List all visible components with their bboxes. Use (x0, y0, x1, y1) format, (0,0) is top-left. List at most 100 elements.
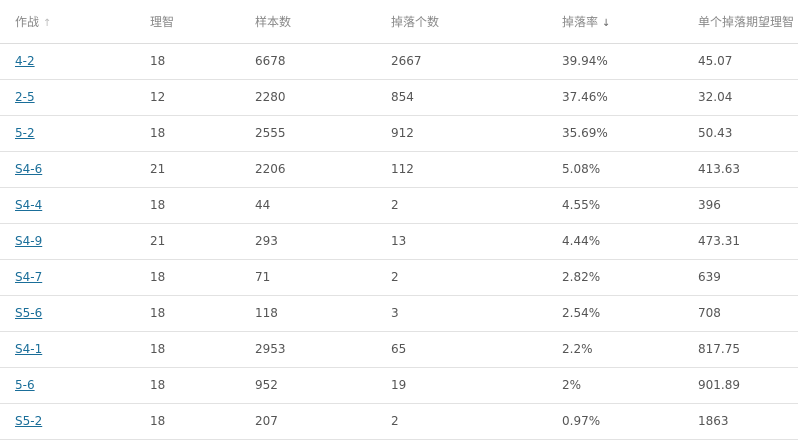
cell-drop-rate: 2.54% (547, 295, 683, 332)
stage-link[interactable]: 2-5 (15, 90, 35, 104)
cell-drop-count: 2667 (376, 43, 547, 80)
cell-sample-count: 2555 (240, 115, 376, 152)
table-row: 5-6 18 952 19 2% 901.89 (0, 367, 798, 404)
table-row: 4-2 18 6678 2667 39.94% 45.07 (0, 43, 798, 80)
cell-drop-count: 19 (376, 367, 547, 404)
cell-sanity: 18 (135, 367, 240, 404)
cell-drop-rate: 0.97% (547, 403, 683, 440)
column-label: 样本数 (255, 14, 292, 29)
cell-sanity: 21 (135, 151, 240, 188)
cell-expected-sanity: 50.43 (683, 115, 798, 152)
cell-sample-count: 44 (240, 187, 376, 224)
cell-sanity: 21 (135, 223, 240, 260)
cell-expected-sanity: 473.31 (683, 223, 798, 260)
stage-link[interactable]: S4-7 (15, 270, 43, 284)
cell-sample-count: 952 (240, 367, 376, 404)
cell-sanity: 18 (135, 295, 240, 332)
stage-link[interactable]: S4-6 (15, 162, 43, 176)
cell-expected-sanity: 413.63 (683, 151, 798, 188)
stage-link[interactable]: S5-6 (15, 306, 43, 320)
cell-drop-count: 2 (376, 259, 547, 296)
cell-stage: 4-2 (0, 43, 135, 80)
cell-sanity: 18 (135, 331, 240, 368)
column-header-stage[interactable]: 作战 ↑ (0, 0, 135, 44)
cell-expected-sanity: 639 (683, 259, 798, 296)
table-row: S5-6 18 118 3 2.54% 708 (0, 295, 798, 332)
cell-expected-sanity: 901.89 (683, 367, 798, 404)
column-header-drop-rate[interactable]: 掉落率 ↓ (547, 0, 683, 44)
cell-drop-count: 2 (376, 187, 547, 224)
cell-drop-count: 112 (376, 151, 547, 188)
cell-sample-count: 293 (240, 223, 376, 260)
column-label: 单个掉落期望理智 (698, 14, 795, 29)
stage-link[interactable]: 5-2 (15, 126, 35, 140)
cell-expected-sanity: 817.75 (683, 331, 798, 368)
cell-stage: S4-6 (0, 151, 135, 188)
table-row: S4-6 21 2206 112 5.08% 413.63 (0, 151, 798, 188)
cell-drop-rate: 4.55% (547, 187, 683, 224)
cell-sample-count: 118 (240, 295, 376, 332)
table-row: S4-7 18 71 2 2.82% 639 (0, 259, 798, 296)
cell-stage: S5-6 (0, 295, 135, 332)
cell-expected-sanity: 708 (683, 295, 798, 332)
cell-stage: S4-1 (0, 331, 135, 368)
cell-stage: 2-5 (0, 79, 135, 116)
cell-drop-count: 912 (376, 115, 547, 152)
column-header-expected-sanity[interactable]: 单个掉落期望理智 (683, 0, 798, 44)
column-label: 作战 (15, 14, 40, 29)
cell-sample-count: 2280 (240, 79, 376, 116)
cell-drop-count: 65 (376, 331, 547, 368)
cell-sample-count: 6678 (240, 43, 376, 80)
cell-expected-sanity: 1863 (683, 403, 798, 440)
table-row: S4-4 18 44 2 4.55% 396 (0, 187, 798, 224)
cell-stage: S4-7 (0, 259, 135, 296)
cell-stage: S4-9 (0, 223, 135, 260)
cell-drop-rate: 35.69% (547, 115, 683, 152)
stage-link[interactable]: 4-2 (15, 54, 35, 68)
cell-drop-count: 2 (376, 403, 547, 440)
stage-link[interactable]: S5-2 (15, 414, 43, 428)
cell-drop-rate: 2% (547, 367, 683, 404)
cell-sanity: 12 (135, 79, 240, 116)
stage-link[interactable]: S4-1 (15, 342, 43, 356)
cell-drop-rate: 5.08% (547, 151, 683, 188)
sort-arrow-down-icon[interactable]: ↓ (602, 17, 611, 29)
table-row: S4-1 18 2953 65 2.2% 817.75 (0, 331, 798, 368)
cell-expected-sanity: 45.07 (683, 43, 798, 80)
cell-drop-rate: 4.44% (547, 223, 683, 260)
column-header-sample-count[interactable]: 样本数 (240, 0, 376, 44)
cell-stage: S4-4 (0, 187, 135, 224)
cell-drop-rate: 39.94% (547, 43, 683, 80)
table-row: 2-5 12 2280 854 37.46% 32.04 (0, 79, 798, 116)
cell-stage: 5-6 (0, 367, 135, 404)
column-header-drop-count[interactable]: 掉落个数 (376, 0, 547, 44)
cell-expected-sanity: 396 (683, 187, 798, 224)
column-label: 掉落率 (562, 14, 599, 29)
cell-sample-count: 207 (240, 403, 376, 440)
column-header-sanity[interactable]: 理智 (135, 0, 240, 44)
cell-sanity: 18 (135, 259, 240, 296)
cell-sample-count: 2206 (240, 151, 376, 188)
cell-sample-count: 2953 (240, 331, 376, 368)
table-row: 5-2 18 2555 912 35.69% 50.43 (0, 115, 798, 152)
cell-sanity: 18 (135, 43, 240, 80)
table-row: S4-9 21 293 13 4.44% 473.31 (0, 223, 798, 260)
cell-drop-count: 3 (376, 295, 547, 332)
table-row: S5-2 18 207 2 0.97% 1863 (0, 403, 798, 440)
cell-sanity: 18 (135, 403, 240, 440)
cell-sanity: 18 (135, 115, 240, 152)
cell-expected-sanity: 32.04 (683, 79, 798, 116)
cell-sanity: 18 (135, 187, 240, 224)
cell-stage: 5-2 (0, 115, 135, 152)
stage-link[interactable]: S4-4 (15, 198, 43, 212)
cell-sample-count: 71 (240, 259, 376, 296)
cell-drop-rate: 2.2% (547, 331, 683, 368)
cell-drop-rate: 2.82% (547, 259, 683, 296)
sort-arrow-up-icon[interactable]: ↑ (43, 17, 52, 29)
cell-drop-rate: 37.46% (547, 79, 683, 116)
table-header: 作战 ↑ 理智 样本数 掉落个数 掉落率 ↓ 单个掉落期望理智 (0, 0, 798, 44)
stage-link[interactable]: 5-6 (15, 378, 35, 392)
stage-link[interactable]: S4-9 (15, 234, 43, 248)
column-label: 理智 (150, 14, 175, 29)
